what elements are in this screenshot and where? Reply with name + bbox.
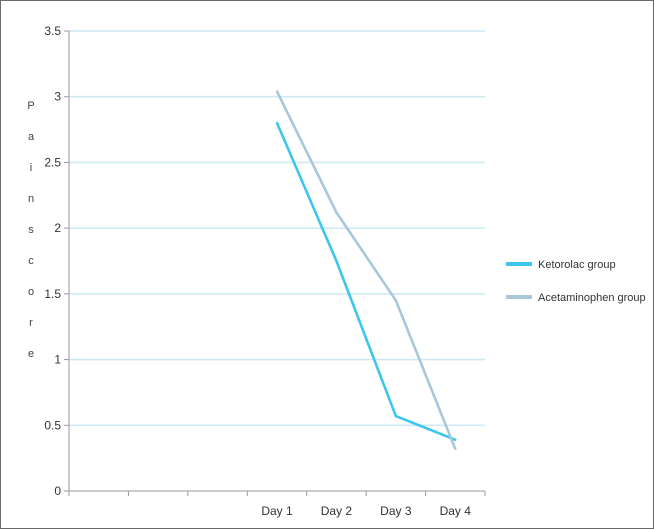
data-point bbox=[335, 211, 338, 214]
y-axis-label-letter: i bbox=[30, 162, 32, 174]
y-axis-label-letter: r bbox=[29, 317, 33, 329]
data-point bbox=[275, 90, 279, 93]
y-tick-label: 0 bbox=[54, 484, 61, 498]
y-tick-label: 3.5 bbox=[44, 24, 61, 38]
data-point bbox=[454, 438, 457, 441]
x-tick-label: Day 3 bbox=[380, 504, 412, 518]
series-line-0 bbox=[275, 122, 456, 441]
data-point bbox=[454, 447, 457, 451]
y-axis-label-letter: a bbox=[28, 131, 35, 143]
y-tick-label: 1 bbox=[54, 353, 61, 367]
y-axis-label-letter: P bbox=[27, 100, 34, 112]
y-axis-label-letter: s bbox=[28, 224, 34, 236]
x-tick-label: Day 2 bbox=[321, 504, 353, 518]
y-axis-label-letter: n bbox=[28, 193, 34, 205]
y-axis-label-letter: o bbox=[28, 286, 34, 298]
y-tick-label: 1.5 bbox=[44, 287, 61, 301]
y-tick-label: 2 bbox=[54, 221, 61, 235]
data-point bbox=[394, 414, 398, 418]
x-tick-label: Day 4 bbox=[440, 504, 472, 518]
y-axis-label-letter: c bbox=[28, 255, 34, 267]
data-point bbox=[335, 259, 338, 263]
data-point bbox=[394, 299, 398, 302]
x-tick-label: Day 1 bbox=[261, 504, 293, 518]
y-tick-label: 2.5 bbox=[44, 155, 61, 169]
legend-label: Acetaminophen group bbox=[538, 292, 646, 304]
y-tick-label: 0.5 bbox=[44, 418, 61, 432]
legend-label: Ketorolac group bbox=[538, 259, 616, 271]
y-tick-label: 3 bbox=[54, 90, 61, 104]
series-line-1 bbox=[275, 90, 457, 450]
y-axis-label-letter: e bbox=[28, 348, 34, 360]
data-point bbox=[275, 121, 279, 125]
